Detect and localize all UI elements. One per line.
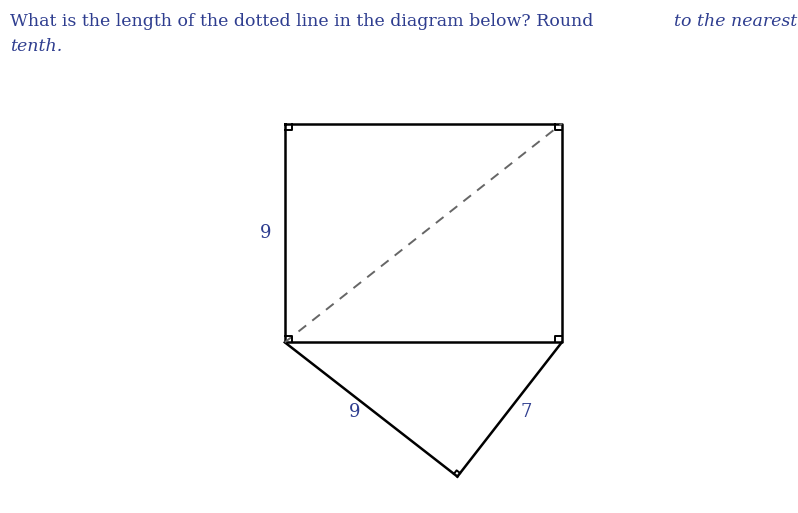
Text: 9: 9 xyxy=(349,403,360,421)
Text: to the nearest: to the nearest xyxy=(674,13,797,30)
Text: 7: 7 xyxy=(520,403,532,421)
Text: 9: 9 xyxy=(260,224,271,242)
Text: tenth.: tenth. xyxy=(10,38,62,55)
Text: What is the length of the dotted line in the diagram below? Round: What is the length of the dotted line in… xyxy=(10,13,599,30)
